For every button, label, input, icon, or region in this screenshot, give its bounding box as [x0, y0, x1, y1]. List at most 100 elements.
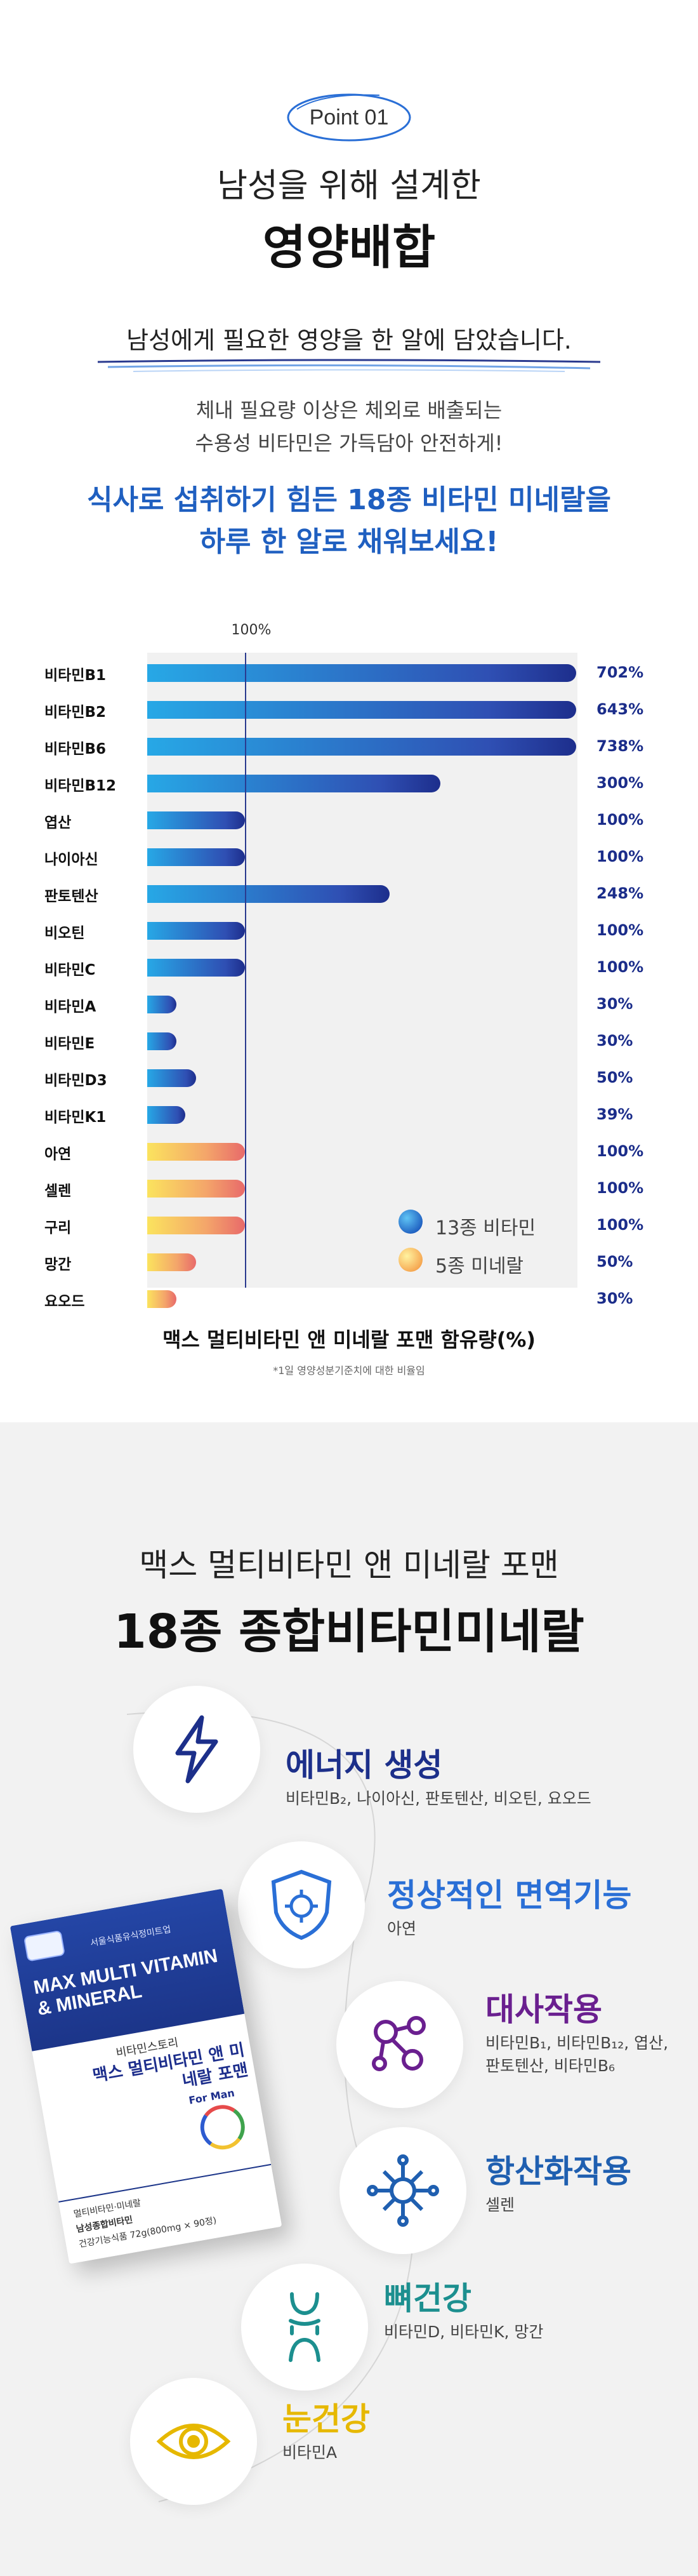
- value-label: 100%: [596, 1216, 644, 1234]
- section2-heading-main: 18종 종합비타민미네랄: [114, 1605, 584, 1659]
- feature-immune-circle: [238, 1841, 365, 1968]
- benefits-section: 맥스 멀티비타민 앤 미네랄 포맨 18종 종합비타민미네랄 에너지 생성 비타…: [0, 1422, 698, 2576]
- chart-row: 요오드 30%: [0, 1280, 698, 1317]
- immune-shield-icon: [271, 1869, 332, 1940]
- highlight-text: 식사로 섭취하기 힘든 18종 비타민 미네랄을 하루 한 알로 채워보세요!: [0, 479, 698, 563]
- chart-row: 엽산 100%: [0, 801, 698, 838]
- value-label: 100%: [596, 958, 644, 976]
- bar: [147, 1106, 186, 1124]
- quality-seal-icon: [197, 2101, 249, 2153]
- value-label: 738%: [596, 737, 644, 755]
- chart-row: 셀렌 100%: [0, 1170, 698, 1206]
- bar: [147, 1032, 177, 1050]
- description-line-2: 수용성 비타민은 가득담아 안전하게!: [195, 431, 503, 455]
- value-label: 50%: [596, 1253, 633, 1271]
- eye-icon: [156, 2424, 231, 2459]
- chart-row: 비타민A 30%: [0, 985, 698, 1022]
- chart-note: *1일 영양성분기준치에 대한 비율임: [273, 1365, 425, 1377]
- category-label: 셀렌: [44, 1183, 72, 1199]
- value-label: 30%: [596, 995, 633, 1013]
- legend-vitamin-label: 13종 비타민: [435, 1217, 536, 1239]
- chart-row: 비타민D3 50%: [0, 1059, 698, 1096]
- feature-immune-title: 정상적인 면역기능: [387, 1877, 632, 1914]
- category-label: 구리: [44, 1220, 72, 1236]
- feature-metabolism-circle: [336, 1981, 463, 2108]
- feature-immune-desc: 아연: [387, 1919, 417, 1938]
- highlight-line-2: 하루 한 알로 채워보세요!: [199, 526, 499, 558]
- product-brand-small: 서울식품유식정미트업: [89, 1924, 172, 1949]
- vitamin-dot-icon: [398, 1210, 423, 1234]
- category-label: 비타민A: [44, 999, 96, 1015]
- chart-title: 맥스 멀티비타민 앤 미네랄 포맨 함유량(%): [162, 1328, 536, 1352]
- value-label: 50%: [596, 1069, 633, 1086]
- category-label: 망간: [44, 1257, 72, 1273]
- category-label: 나이아신: [44, 851, 98, 868]
- category-label: 비타민B1: [44, 667, 107, 684]
- bar: [147, 996, 177, 1013]
- chart-row: 비타민B2 643%: [0, 691, 698, 728]
- bar: [147, 1290, 177, 1308]
- feature-eye-desc: 비타민A: [282, 2443, 338, 2462]
- description: 체내 필요량 이상은 체외로 배출되는 수용성 비타민은 가득담아 안전하게!: [0, 394, 698, 460]
- bar: [147, 1180, 245, 1198]
- category-label: 비타민C: [44, 962, 96, 978]
- feature-antioxidant-circle: [339, 2127, 466, 2254]
- chart-row: 비오틴 100%: [0, 912, 698, 949]
- value-label: 248%: [596, 884, 644, 902]
- feature-eye-circle: [130, 2378, 257, 2505]
- value-label: 100%: [596, 848, 644, 865]
- category-label: 판토텐산: [44, 888, 98, 905]
- chart-row: 망간 50%: [0, 1243, 698, 1280]
- chart-row: 나이아신 100%: [0, 838, 698, 875]
- badge-outline-icon: [287, 93, 411, 142]
- chart-row: 판토텐산 248%: [0, 875, 698, 912]
- category-label: 요오드: [44, 1293, 85, 1310]
- lightning-icon: [175, 1715, 218, 1784]
- brand-badge-icon: [23, 1930, 65, 1962]
- nutrition-section: Point 01 남성을 위해 설계한 영양배합 남성에게 필요한 영양을 한 …: [0, 90, 698, 1397]
- bar: [147, 1217, 245, 1234]
- bar: [147, 848, 245, 866]
- heading-main: 영양배합: [262, 220, 436, 275]
- feature-bone-circle: [241, 2264, 368, 2391]
- bone-icon: [289, 2292, 320, 2362]
- value-label: 702%: [596, 664, 644, 681]
- bar: [147, 738, 576, 756]
- bar: [147, 959, 245, 977]
- product-name-en: MAX MULTI VITAMIN & MINERAL: [32, 1945, 220, 2020]
- bar: [147, 701, 576, 719]
- chart-row: 비타민K1 39%: [0, 1096, 698, 1133]
- feature-antioxidant-desc: 셀렌: [485, 2196, 515, 2214]
- chart-row: 아연 100%: [0, 1133, 698, 1170]
- category-label: 비타민B2: [44, 704, 107, 721]
- chart-row: 비타민B6 738%: [0, 728, 698, 764]
- antioxidant-icon: [367, 2154, 439, 2227]
- point-badge: Point 01: [284, 90, 414, 145]
- highlight-line-1: 식사로 섭취하기 힘든 18종 비타민 미네랄을: [87, 484, 611, 516]
- category-label: 비타민E: [44, 1036, 95, 1052]
- legend-mineral-label: 5종 미네랄: [435, 1255, 524, 1278]
- value-label: 39%: [596, 1105, 633, 1123]
- feature-energy-title: 에너지 생성: [286, 1747, 443, 1784]
- heading-sub: 남성을 위해 설계한: [217, 167, 481, 205]
- badge-label: Point 01: [309, 105, 389, 130]
- category-label: 비타민B6: [44, 741, 107, 757]
- bar: [147, 811, 245, 829]
- intro-text: 남성에게 필요한 영양을 한 알에 담았습니다.: [126, 326, 572, 354]
- value-label: 100%: [596, 1142, 644, 1160]
- category-label: 비타민B12: [44, 778, 117, 794]
- section2-heading-sub: 맥스 멀티비타민 앤 미네랄 포맨: [139, 1547, 559, 1584]
- chart-row: 비타민B1 702%: [0, 654, 698, 691]
- value-label: 30%: [596, 1032, 633, 1050]
- value-label: 300%: [596, 774, 644, 792]
- category-label: 비오틴: [44, 925, 85, 942]
- category-label: 비타민D3: [44, 1072, 107, 1089]
- mineral-dot-icon: [398, 1248, 423, 1272]
- product-for-man: For Man: [188, 2086, 236, 2107]
- feature-energy-desc: 비타민B₂, 나이아신, 판토텐산, 비오틴, 요오드: [286, 1789, 591, 1808]
- content-bar-chart: 100% 비타민B1 702% 비타민B2 643% 비타민B6 738% 비타민B12 30…: [0, 610, 698, 1397]
- feature-energy-circle: [133, 1686, 260, 1813]
- feature-bone-title: 뼈건강: [384, 2280, 471, 2317]
- feature-metabolism-title: 대사작용: [485, 1991, 602, 2028]
- value-label: 100%: [596, 1179, 644, 1197]
